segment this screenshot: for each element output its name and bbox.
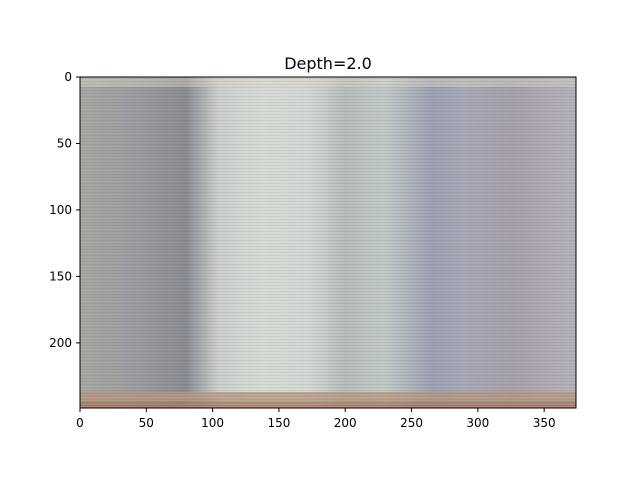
x-tick-label: 200 xyxy=(334,416,357,430)
plot-image xyxy=(80,77,576,408)
x-tick-label: 300 xyxy=(466,416,489,430)
x-tick-label: 350 xyxy=(533,416,556,430)
x-tick-label: 250 xyxy=(400,416,423,430)
y-axis: 0 50 100 150 200 xyxy=(49,70,80,350)
x-tick-label: 150 xyxy=(267,416,290,430)
x-axis: 0 50 100 150 200 250 300 350 xyxy=(76,408,556,430)
image-scanline-texture xyxy=(80,77,576,408)
y-tick-label: 150 xyxy=(49,269,72,283)
axes-frame xyxy=(79,76,577,409)
y-tick-label: 200 xyxy=(49,336,72,350)
x-tick-label: 0 xyxy=(76,416,84,430)
y-tick-label: 0 xyxy=(64,70,72,84)
y-tick-label: 50 xyxy=(57,136,72,150)
x-tick-label: 50 xyxy=(139,416,154,430)
chart-title: Depth=2.0 xyxy=(284,54,372,73)
x-tick-label: 100 xyxy=(201,416,224,430)
y-tick-label: 100 xyxy=(49,203,72,217)
